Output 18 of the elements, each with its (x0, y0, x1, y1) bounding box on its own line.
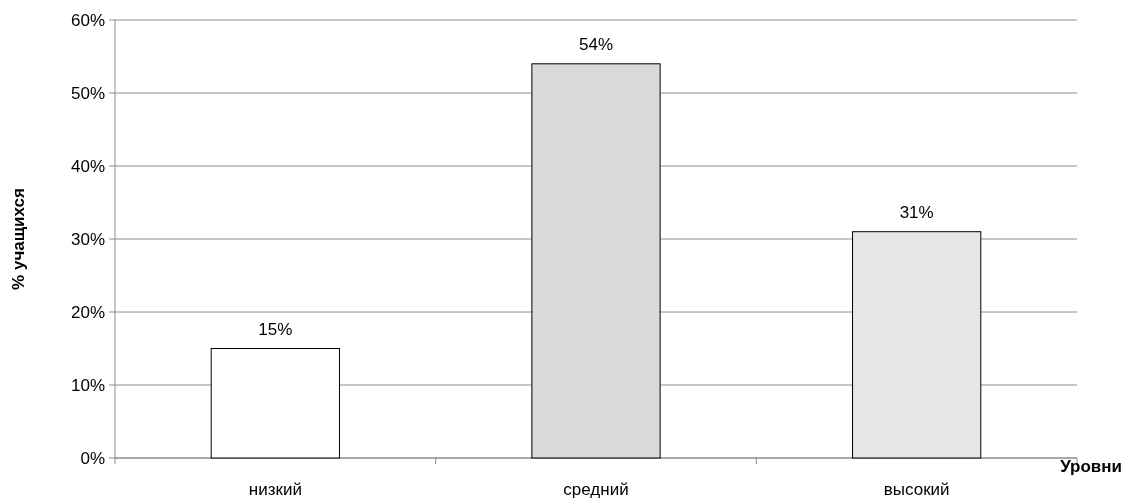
bar (531, 63, 661, 459)
y-axis-title: % учащихся (9, 188, 28, 290)
y-tick-label: 50% (70, 83, 105, 103)
x-tick-label: высокий (883, 480, 950, 499)
x-tick-label: средний (563, 480, 629, 499)
y-tick-label: 20% (70, 302, 105, 322)
data-label: 54% (578, 34, 614, 54)
y-tick-label: 30% (70, 229, 105, 249)
bar (852, 231, 982, 459)
x-tick-label: низкий (248, 480, 302, 499)
y-tick-label: 60% (70, 10, 105, 30)
data-label: 15% (258, 319, 293, 339)
x-axis-title: Уровни (1060, 457, 1122, 476)
data-label: 31% (899, 202, 934, 222)
y-tick-label: 40% (70, 156, 105, 176)
y-tick-label: 10% (70, 375, 105, 395)
bar (210, 348, 340, 459)
y-tick-label: 0% (80, 448, 105, 468)
